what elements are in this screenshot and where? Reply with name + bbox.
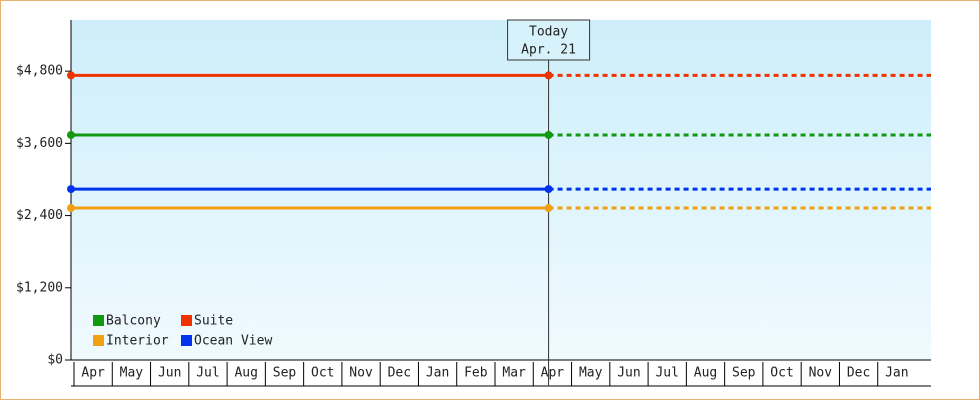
series-point (544, 185, 553, 194)
series-point (67, 130, 75, 139)
x-tick-label: Oct (770, 366, 793, 381)
y-tick-label: $1,200 (16, 280, 63, 295)
x-tick-label: Apr (81, 366, 105, 381)
x-tick-label: Nov (809, 366, 833, 381)
x-tick-label: Aug (694, 366, 717, 381)
legend-label: Interior (106, 334, 169, 349)
series-point (67, 185, 75, 194)
x-tick-label: Oct (311, 366, 334, 381)
legend-label: Suite (194, 314, 233, 329)
today-label: Today (529, 25, 568, 40)
legend-label: Ocean View (194, 334, 272, 349)
x-tick-label: Dec (388, 366, 411, 381)
x-tick-label: Jul (655, 366, 678, 381)
legend-label: Balcony (106, 314, 161, 329)
x-tick-label: May (120, 366, 144, 381)
series-point (544, 71, 553, 80)
x-tick-label: Apr (541, 366, 565, 381)
legend-swatch (181, 335, 192, 346)
x-tick-label: Dec (847, 366, 870, 381)
series-point (544, 204, 553, 213)
legend-swatch (93, 335, 104, 346)
series-point (544, 130, 553, 139)
x-tick-label: Aug (234, 366, 257, 381)
legend-swatch (93, 315, 104, 326)
series-point (67, 71, 75, 80)
y-tick-label: $2,400 (16, 208, 63, 223)
x-tick-label: Jan (885, 366, 908, 381)
x-tick-label: Nov (349, 366, 373, 381)
legend-swatch (181, 315, 192, 326)
x-tick-label: Sep (732, 366, 756, 381)
y-tick-label: $0 (47, 353, 63, 368)
x-tick-label: Sep (273, 366, 297, 381)
x-tick-label: Jun (158, 366, 181, 381)
x-tick-label: Feb (464, 366, 488, 381)
y-tick-label: $3,600 (16, 136, 63, 151)
x-tick-label: Mar (502, 366, 526, 381)
y-tick-label: $4,800 (16, 64, 63, 79)
x-tick-label: May (579, 366, 603, 381)
x-tick-label: Jul (196, 366, 219, 381)
today-date: Apr. 21 (521, 43, 576, 58)
x-tick-label: Jun (617, 366, 640, 381)
series-point (67, 204, 75, 213)
x-tick-label: Jan (426, 366, 449, 381)
today-box (507, 19, 591, 61)
